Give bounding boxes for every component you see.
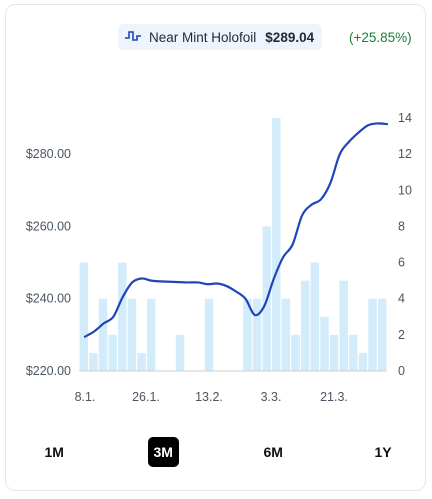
- y-right-tick-label: 4: [398, 292, 405, 306]
- volume-bar: [358, 352, 368, 371]
- legend-condition: Near Mint Holofoil: [149, 29, 257, 45]
- range-selector: 1M 3M 6M 1Y: [0, 437, 432, 467]
- y-right-tick-label: 8: [398, 219, 405, 233]
- x-tick-label: 3.3.: [261, 390, 282, 404]
- y-right-tick-label: 6: [398, 256, 405, 270]
- volume-bar: [300, 280, 310, 371]
- volume-bar: [329, 334, 339, 371]
- y-left-tick-label: $240.00: [26, 292, 71, 306]
- price-history-card: [5, 4, 426, 491]
- x-tick-label: 21.3.: [320, 390, 348, 404]
- volume-bar: [272, 118, 281, 371]
- volume-bar: [368, 298, 377, 371]
- volume-bar: [243, 298, 252, 371]
- volume-bar: [118, 262, 127, 371]
- volume-bar: [137, 352, 146, 371]
- legend-item[interactable]: Near Mint Holofoil $289.04: [118, 24, 323, 50]
- x-tick-label: 26.1.: [132, 390, 160, 404]
- volume-bar: [339, 280, 348, 371]
- volume-bar: [252, 298, 262, 371]
- y-right-tick-label: 12: [398, 147, 412, 161]
- price-chart: $220.00 $240.00 $260.00 $280.00 0 2 4 6 8 10 12 14 8…: [26, 111, 412, 404]
- volume-bar: [377, 298, 387, 371]
- volume-bar: [127, 298, 137, 371]
- range-button-1m[interactable]: 1M: [44, 444, 64, 460]
- price-history-icon: [124, 30, 142, 45]
- volume-bar: [175, 334, 185, 371]
- volume-bar: [291, 334, 300, 371]
- volume-bar: [89, 352, 98, 371]
- volume-bar: [98, 298, 108, 371]
- legend-price: $289.04: [265, 29, 315, 45]
- volume-bar: [281, 298, 291, 371]
- range-button-6m[interactable]: 6M: [263, 444, 283, 460]
- y-left-tick-label: $260.00: [26, 219, 71, 233]
- y-left-tick-label: $220.00: [26, 364, 71, 378]
- volume-bar: [349, 334, 358, 371]
- volume-bar: [204, 298, 214, 371]
- x-tick-label: 8.1.: [75, 390, 96, 404]
- y-right-tick-label: 14: [398, 111, 412, 125]
- y-left-tick-label: $280.00: [26, 147, 71, 161]
- x-tick-label: 13.2.: [195, 390, 223, 404]
- y-right-tick-label: 0: [398, 364, 405, 378]
- volume-bar: [146, 298, 156, 371]
- y-right-tick-label: 10: [398, 183, 412, 197]
- volume-bar: [310, 262, 320, 371]
- volume-bar: [79, 262, 89, 371]
- price-line: [83, 122, 389, 338]
- y-right-tick-label: 2: [398, 328, 405, 342]
- volume-bar: [108, 334, 117, 371]
- volume-bar: [320, 316, 329, 371]
- range-button-3m[interactable]: 3M: [147, 437, 179, 467]
- legend-change: (+25.85%): [349, 30, 412, 45]
- range-button-1y[interactable]: 1Y: [374, 444, 392, 460]
